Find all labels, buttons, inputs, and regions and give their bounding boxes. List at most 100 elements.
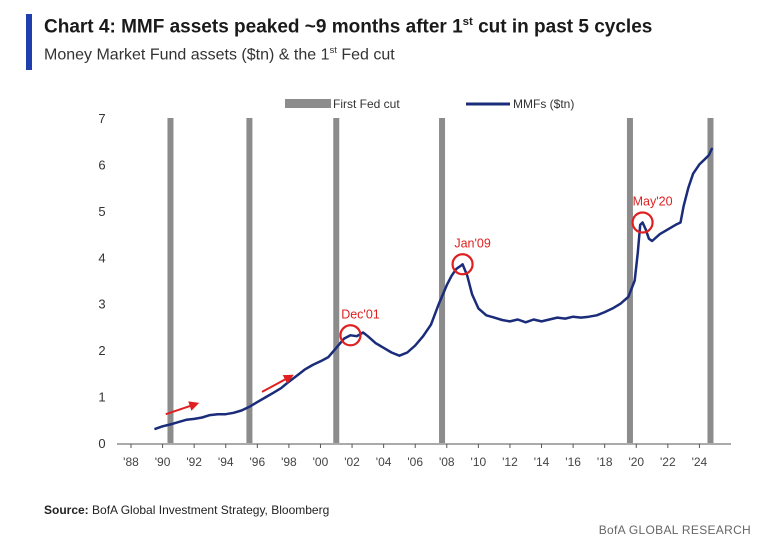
x-tick-label: '92 (186, 455, 202, 469)
series-point (675, 224, 677, 226)
axes: 0 1 2 3 4 5 6 7 '88 '90 '92 '94 '96 '98 '00 '02 '04 '06 '0… (98, 111, 731, 469)
series-point (659, 233, 661, 235)
series-point (455, 268, 457, 270)
trend-arrow-0 (165, 401, 200, 416)
fed-cut-bar-1 (246, 118, 253, 443)
series-point (280, 387, 282, 389)
series-point (556, 317, 558, 319)
series-point (264, 396, 266, 399)
series-point (619, 303, 622, 305)
legend-fed-label: First Fed cut (333, 97, 400, 111)
y-tick-label: 2 (98, 343, 105, 358)
series-point (406, 351, 408, 354)
series-point (651, 240, 653, 242)
series-point (604, 311, 606, 313)
peak-marker-1 (451, 253, 474, 276)
x-tick-label: '04 (376, 455, 392, 469)
series-point (356, 335, 358, 337)
series-point (461, 263, 464, 265)
chart-title-end: cut in past 5 cycles (472, 16, 653, 38)
series-point (193, 418, 195, 420)
chart-title-main: Chart 4: MMF assets peaked ~9 months aft… (44, 16, 463, 38)
x-tick-label: '90 (155, 455, 171, 469)
series-point (648, 238, 650, 240)
series-point (493, 317, 495, 319)
series-point (272, 392, 274, 394)
legend-mmf-label: MMFs ($tn) (513, 97, 574, 111)
series-point (343, 337, 345, 340)
legend-fed-swatch (285, 99, 331, 108)
y-tick-label: 5 (98, 204, 105, 219)
y-tick-label: 6 (98, 157, 105, 172)
source-label: Source: (44, 503, 89, 517)
fed-cut-bar-4 (626, 118, 633, 443)
chart-subtitle-end: Fed cut (336, 46, 395, 64)
peak-marker-0 (339, 324, 362, 347)
y-tick-label: 1 (98, 390, 105, 405)
x-tick-label: '20 (628, 455, 644, 469)
series-point (634, 279, 636, 282)
fed-cut-bar-2 (333, 118, 340, 443)
fed-cut-bar-5 (707, 118, 714, 443)
series-point (319, 360, 322, 362)
x-tick-label: '94 (218, 455, 234, 469)
series-point (217, 413, 219, 415)
series-point (248, 406, 251, 408)
series-point (383, 347, 385, 349)
fed-cut-bar-3 (439, 118, 446, 443)
series-point (240, 409, 243, 412)
series-point (639, 224, 641, 226)
x-tick-label: '24 (692, 455, 708, 469)
series-point (471, 293, 473, 296)
series-point (540, 320, 543, 322)
series-point (311, 364, 314, 366)
series-point (201, 416, 203, 419)
series-point (698, 163, 701, 166)
y-tick-label: 3 (98, 297, 105, 312)
legend: First Fed cut MMFs ($tn) (285, 97, 574, 111)
series-point (398, 355, 401, 357)
x-tick-label: '96 (249, 455, 265, 469)
trend-arrow-1 (261, 374, 294, 393)
series-point (349, 334, 352, 336)
series-point (256, 401, 258, 403)
series-point (296, 375, 298, 377)
series-point (564, 317, 566, 320)
series-point (414, 344, 416, 347)
series-point (390, 351, 393, 354)
series-point (169, 423, 172, 426)
series-point (422, 335, 424, 337)
series-point (645, 228, 647, 231)
series-point (304, 369, 306, 371)
series-point (533, 318, 535, 321)
x-tick-label: '16 (565, 455, 581, 469)
brand-label: BofA GLOBAL RESEARCH (598, 523, 751, 537)
series-point (335, 347, 337, 349)
series-point (438, 303, 440, 305)
y-tick-label: 4 (98, 250, 105, 265)
x-tick-label: '06 (407, 455, 423, 469)
series-point (446, 284, 448, 286)
series-point (703, 159, 705, 161)
chart-subtitle: Money Market Fund assets ($tn) & the 1st… (44, 45, 395, 64)
x-tick-label: '22 (660, 455, 676, 469)
series-point (154, 428, 156, 430)
chart-subtitle-main: Money Market Fund assets ($tn) & the 1 (44, 46, 330, 64)
series-point (460, 265, 462, 267)
series-point (679, 221, 682, 224)
annotations: Dec'01 Jan'09 May'20 (165, 194, 673, 416)
series-point (517, 318, 519, 321)
x-tick-label: '14 (534, 455, 550, 469)
peak-label-0: Dec'01 (341, 307, 380, 321)
series-point (288, 381, 290, 383)
source-text: BofA Global Investment Strategy, Bloombe… (88, 503, 330, 517)
series-point (430, 324, 432, 326)
series-point (525, 321, 527, 323)
series-point (466, 275, 468, 277)
series-point (683, 205, 685, 207)
series-point (572, 316, 574, 318)
series-point (627, 296, 629, 298)
series-point (548, 318, 551, 321)
x-tick-label: '00 (313, 455, 329, 469)
